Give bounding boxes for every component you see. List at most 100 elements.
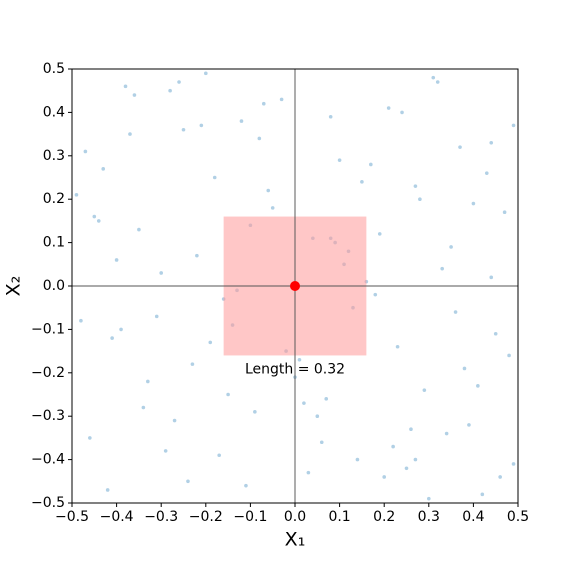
scatter-point (427, 496, 431, 501)
scatter-point (146, 379, 150, 384)
y-tick-label: 0.3 (43, 148, 65, 164)
x-tick-label: 0.5 (507, 509, 529, 525)
scatter-point (422, 388, 427, 392)
scatter-point (208, 340, 213, 345)
plot-frame (71, 68, 519, 504)
scatter-point (355, 457, 360, 462)
x-tick-label: 0.2 (373, 509, 395, 525)
x-tick-label: 0.4 (462, 509, 484, 525)
scatter-point (489, 140, 494, 145)
scatter-point (226, 392, 230, 397)
scatter-point (511, 462, 516, 466)
scatter-point (137, 227, 141, 232)
scatter-point (105, 488, 110, 492)
scatter-point (190, 362, 195, 366)
y-tick-label: 0.1 (43, 235, 65, 251)
scatter-point (409, 427, 413, 432)
scatter-point (458, 145, 462, 149)
scatter-point (413, 184, 418, 188)
scatter-point (132, 93, 137, 97)
scatter-point (476, 384, 480, 388)
scatter-point (128, 132, 132, 136)
scatter-point (377, 232, 382, 236)
scatter-point (315, 414, 320, 419)
scatter-point (431, 75, 436, 80)
scatter-point (369, 162, 373, 167)
scatter-point (498, 475, 502, 479)
scatter-point (101, 167, 106, 171)
scatter-point (489, 275, 494, 280)
scatter-point (110, 336, 114, 340)
x-tick-label: −0.1 (233, 509, 267, 525)
scatter-point (297, 357, 302, 362)
scatter-point (507, 353, 511, 358)
scatter-point (319, 440, 324, 445)
scatter-point (261, 101, 266, 106)
scatter-point (306, 470, 311, 475)
y-tick-label: −0.4 (31, 452, 65, 468)
scatter-point (141, 405, 146, 410)
scatter-point (204, 71, 208, 76)
y-axis-label: X₂ (3, 276, 25, 297)
y-tick-label: 0.5 (43, 61, 65, 77)
scatter-point (257, 136, 262, 141)
scatter-point (195, 253, 199, 258)
scatter-point (279, 97, 284, 102)
scatter-point (328, 114, 333, 119)
scatter-point (337, 158, 342, 162)
x-tick-label: −0.4 (100, 509, 134, 525)
scatter-point (480, 492, 485, 497)
scatter-point (395, 344, 400, 349)
scatter-point (413, 457, 418, 462)
y-tick-label: 0.0 (43, 278, 65, 294)
scatter-point (453, 310, 458, 314)
scatter-point (391, 444, 395, 449)
y-tick-label: −0.5 (31, 495, 65, 511)
scatter-point (493, 331, 498, 336)
x-tick-label: 0.1 (328, 509, 350, 525)
y-tick-label: −0.2 (31, 365, 65, 381)
scatter-point (96, 219, 101, 223)
scatter-point (199, 123, 204, 128)
scatter-point (79, 318, 83, 323)
y-tick-label: −0.1 (31, 321, 65, 337)
scatter-point (92, 214, 97, 219)
scatter-point (186, 479, 190, 484)
scatter-point (324, 397, 329, 401)
scatter-point (177, 80, 181, 84)
scatter-point (404, 466, 409, 471)
scatter-point (386, 106, 391, 110)
scatter-point (373, 292, 378, 297)
scatter-point (484, 171, 489, 175)
scatter-point (181, 127, 186, 132)
center-point (290, 281, 300, 291)
scatter-point (462, 366, 467, 371)
scatter-point (467, 423, 471, 427)
scatter-point (418, 197, 422, 201)
scatter-point (440, 266, 444, 271)
x-tick-label: −0.3 (144, 509, 178, 525)
x-tick-label: 0.3 (418, 509, 440, 525)
scatter-point (163, 449, 168, 453)
scatter-point (123, 84, 128, 89)
scatter-point (400, 110, 404, 115)
scatter-point (159, 271, 163, 275)
scatter-point (244, 483, 248, 488)
scatter-point (270, 206, 275, 210)
scatter-point (471, 201, 476, 206)
scatter-point (74, 193, 79, 197)
scatter-point (168, 88, 172, 93)
scatter-point (302, 401, 306, 405)
scatter-point (154, 314, 159, 319)
y-tick-label: 0.4 (43, 104, 65, 120)
scatter-point (83, 149, 88, 154)
scatter-point (217, 453, 221, 458)
scatter-point (502, 210, 507, 215)
y-tick-label: 0.2 (43, 191, 65, 207)
scatter-point (88, 436, 92, 440)
x-tick-label: 0.0 (284, 509, 306, 525)
scatter-point (119, 327, 123, 332)
scatter-point (239, 119, 244, 123)
scatter-point (360, 180, 364, 184)
